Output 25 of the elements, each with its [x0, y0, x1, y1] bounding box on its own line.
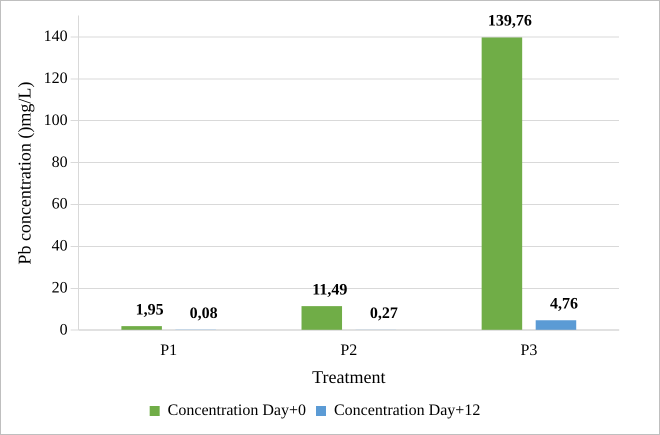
y-tick-label: 80: [52, 154, 68, 171]
x-tick-label: P2: [340, 342, 358, 360]
legend-label: Concentration Day+12: [334, 402, 480, 420]
data-label: 11,49: [312, 281, 348, 298]
data-label: 0,08: [190, 305, 218, 322]
y-tick-label: 140: [44, 28, 68, 46]
data-label: 4,76: [550, 295, 578, 312]
y-tick-label: 120: [44, 70, 68, 88]
bar: [302, 306, 342, 330]
y-axis-title: Pb concentration ()mg/L): [14, 82, 35, 265]
x-tick-label: P3: [520, 342, 538, 360]
y-tick-label: 100: [44, 112, 68, 129]
bar: [482, 37, 522, 330]
data-label: 139,76: [488, 12, 532, 30]
data-label: 1,95: [136, 301, 164, 318]
x-axis-title: Treatment: [312, 366, 386, 387]
y-tick-label: 0: [60, 321, 68, 338]
y-tick-label: 20: [52, 280, 68, 297]
y-tick-label: 60: [52, 196, 68, 213]
bar: [121, 326, 162, 330]
bar: [536, 320, 576, 330]
data-label: 0,27: [370, 304, 398, 322]
y-tick-label: 40: [52, 238, 68, 255]
x-tick-label: P1: [160, 342, 178, 360]
legend-label: Concentration Day+0: [168, 402, 306, 420]
